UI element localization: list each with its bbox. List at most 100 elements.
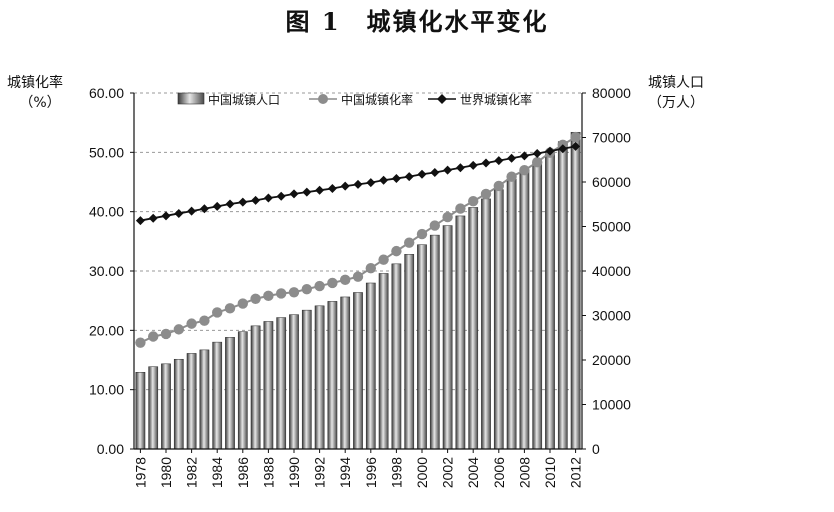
- x-tick-label: 2004: [465, 457, 481, 488]
- china-rate-point: [263, 290, 274, 302]
- population-bar: [353, 292, 363, 450]
- legend-circle-marker: [318, 94, 328, 104]
- china-rate-point: [391, 245, 402, 257]
- china-rate-point: [173, 324, 184, 335]
- x-tick-label: 1982: [184, 457, 200, 488]
- x-tick-label: 1990: [286, 457, 302, 488]
- world-rate-point: [366, 178, 376, 188]
- population-bar: [340, 296, 351, 450]
- legend-diamond-marker: [437, 94, 447, 104]
- china-rate-point: [186, 318, 197, 329]
- population-bar: [455, 215, 466, 450]
- world-rate-point: [276, 191, 286, 201]
- right-tick-label: 20000: [592, 352, 631, 368]
- world-rate-point: [148, 213, 158, 223]
- x-tick-label: 1988: [260, 457, 276, 488]
- china-rate-point: [340, 274, 351, 286]
- world-rate-point: [315, 185, 325, 195]
- world-rate-point: [404, 172, 414, 182]
- china-rate-point: [237, 298, 248, 309]
- x-tick-label: 1998: [388, 457, 404, 488]
- china-rate-point: [224, 303, 236, 314]
- world-rate-point: [494, 156, 504, 166]
- right-tick-label: 70000: [592, 130, 631, 146]
- china-rate-point: [199, 315, 210, 326]
- axes: [130, 92, 586, 453]
- world-rate-point: [225, 199, 235, 209]
- china-rate-point: [570, 131, 581, 143]
- world-rate-point: [532, 149, 542, 159]
- population-bar: [173, 358, 184, 450]
- world-rate-point: [379, 175, 389, 185]
- left-tick-label: 40.00: [89, 204, 124, 220]
- urban-population-bars: [135, 131, 581, 450]
- population-bar: [135, 372, 146, 450]
- china-rate-point: [429, 220, 440, 231]
- china-rate-point: [212, 307, 223, 318]
- china-rate-point: [160, 328, 172, 340]
- left-axis-title: 城镇化率: [7, 74, 63, 91]
- population-bar: [289, 314, 299, 450]
- x-tick-label: 1986: [235, 457, 251, 488]
- china-rate-point: [519, 164, 530, 176]
- world-rate-point: [135, 216, 145, 226]
- population-bar: [301, 309, 312, 450]
- population-bar: [519, 171, 530, 450]
- population-bar: [481, 198, 491, 450]
- china-rate-point: [532, 156, 543, 168]
- x-tick-label: 1992: [312, 457, 328, 488]
- population-bar: [250, 325, 261, 450]
- world-rate-point: [161, 211, 171, 221]
- right-tick-label: 30000: [592, 308, 631, 324]
- population-bar: [570, 131, 581, 450]
- world-rate-point: [430, 168, 440, 178]
- world-rate-point: [199, 204, 209, 214]
- right-tick-label: 80000: [592, 85, 631, 101]
- left-tick-label: 20.00: [89, 322, 124, 338]
- right-tick-label: 10000: [592, 397, 631, 413]
- world-rate-point: [238, 197, 248, 207]
- rate-lines: [135, 131, 581, 348]
- left-tick-label: 50.00: [89, 144, 124, 160]
- china-rate-point: [468, 196, 479, 207]
- right-axis-unit: （万人）: [648, 95, 704, 111]
- china-rate-point: [301, 283, 312, 295]
- population-bar: [327, 301, 338, 450]
- china-rate-point: [135, 337, 146, 348]
- x-tick-label: 1996: [363, 457, 379, 488]
- population-bar: [442, 225, 453, 450]
- world-rate-point: [187, 206, 197, 216]
- world-rate-point: [353, 179, 363, 189]
- world-rate-point: [417, 169, 427, 179]
- world-rate-point: [507, 153, 517, 163]
- right-tick-label: 0: [592, 441, 600, 457]
- population-bar: [365, 282, 376, 450]
- world-rate-point: [558, 144, 568, 154]
- legend: 中国城镇人口 中国城镇化率 世界城镇化率: [177, 92, 532, 107]
- world-rate-point: [481, 158, 491, 168]
- china-rate-point: [506, 171, 517, 182]
- china-rate-point: [442, 211, 453, 223]
- right-axis-title: 城镇人口: [648, 75, 704, 91]
- legend-label-china-rate: 中国城镇化率: [341, 92, 413, 107]
- population-bar: [532, 161, 543, 450]
- population-bar: [404, 254, 415, 450]
- world-rate-point: [212, 201, 222, 211]
- population-bar: [391, 263, 402, 450]
- world-rate-point: [519, 151, 529, 161]
- x-tick-label: 2012: [568, 457, 584, 488]
- population-bar: [506, 178, 517, 450]
- china-rate-point: [276, 288, 287, 299]
- left-tick-label: 10.00: [89, 382, 124, 398]
- world-rate-point: [327, 184, 337, 194]
- right-tick-label: 60000: [592, 174, 631, 190]
- population-bar: [314, 305, 325, 450]
- x-tick-label: 2002: [440, 457, 456, 488]
- right-tick-label: 50000: [592, 219, 631, 235]
- right-tick-label: 40000: [592, 263, 631, 279]
- population-bar: [276, 317, 287, 450]
- world-rate-point: [263, 193, 273, 203]
- china-rate-point: [378, 254, 389, 265]
- population-bar: [263, 321, 274, 450]
